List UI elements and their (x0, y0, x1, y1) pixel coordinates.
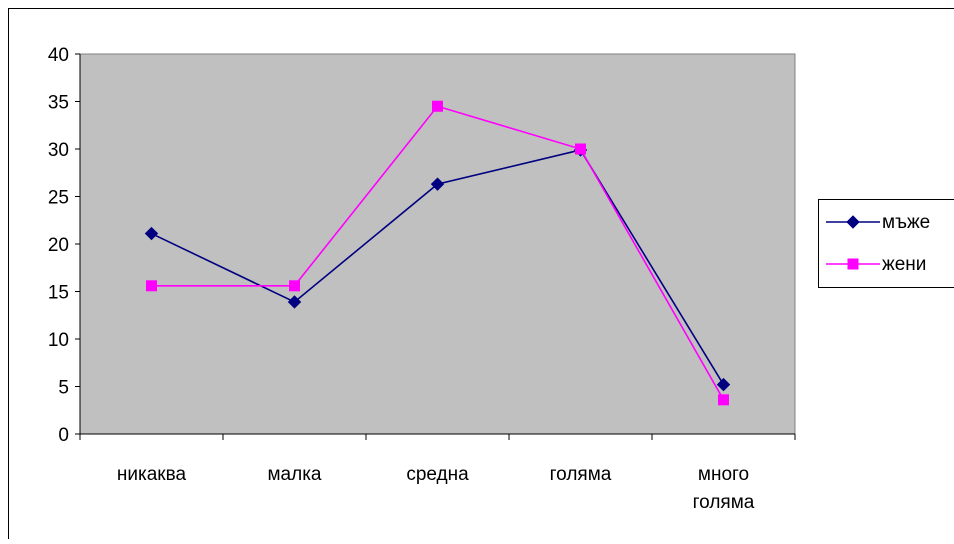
x-tick-label: малка (267, 464, 321, 485)
x-tick-label: средна (406, 464, 469, 485)
x-tick-label: голяма (550, 464, 612, 485)
legend-label: мъже (882, 212, 930, 233)
y-tick-label: 35 (48, 93, 69, 114)
data-point (433, 101, 443, 111)
x-tick-label: голяма (693, 492, 755, 513)
y-tick-label: 20 (48, 235, 69, 256)
y-tick-label: 15 (48, 283, 69, 304)
x-tick-label: никаква (117, 464, 187, 485)
y-tick-label: 0 (58, 425, 69, 446)
x-tick-label: много (698, 464, 749, 485)
legend: мъже жени (819, 200, 954, 288)
legend-label: жени (882, 254, 926, 275)
y-tick-label: 40 (48, 45, 69, 66)
data-point (290, 281, 300, 291)
data-point (719, 395, 729, 405)
y-tick-label: 5 (58, 378, 69, 399)
y-tick-label: 10 (48, 330, 69, 351)
y-tick-label: 30 (48, 140, 69, 161)
data-point (147, 281, 157, 291)
y-tick-label: 25 (48, 188, 69, 209)
data-point (576, 144, 586, 154)
legend-marker (848, 259, 858, 269)
